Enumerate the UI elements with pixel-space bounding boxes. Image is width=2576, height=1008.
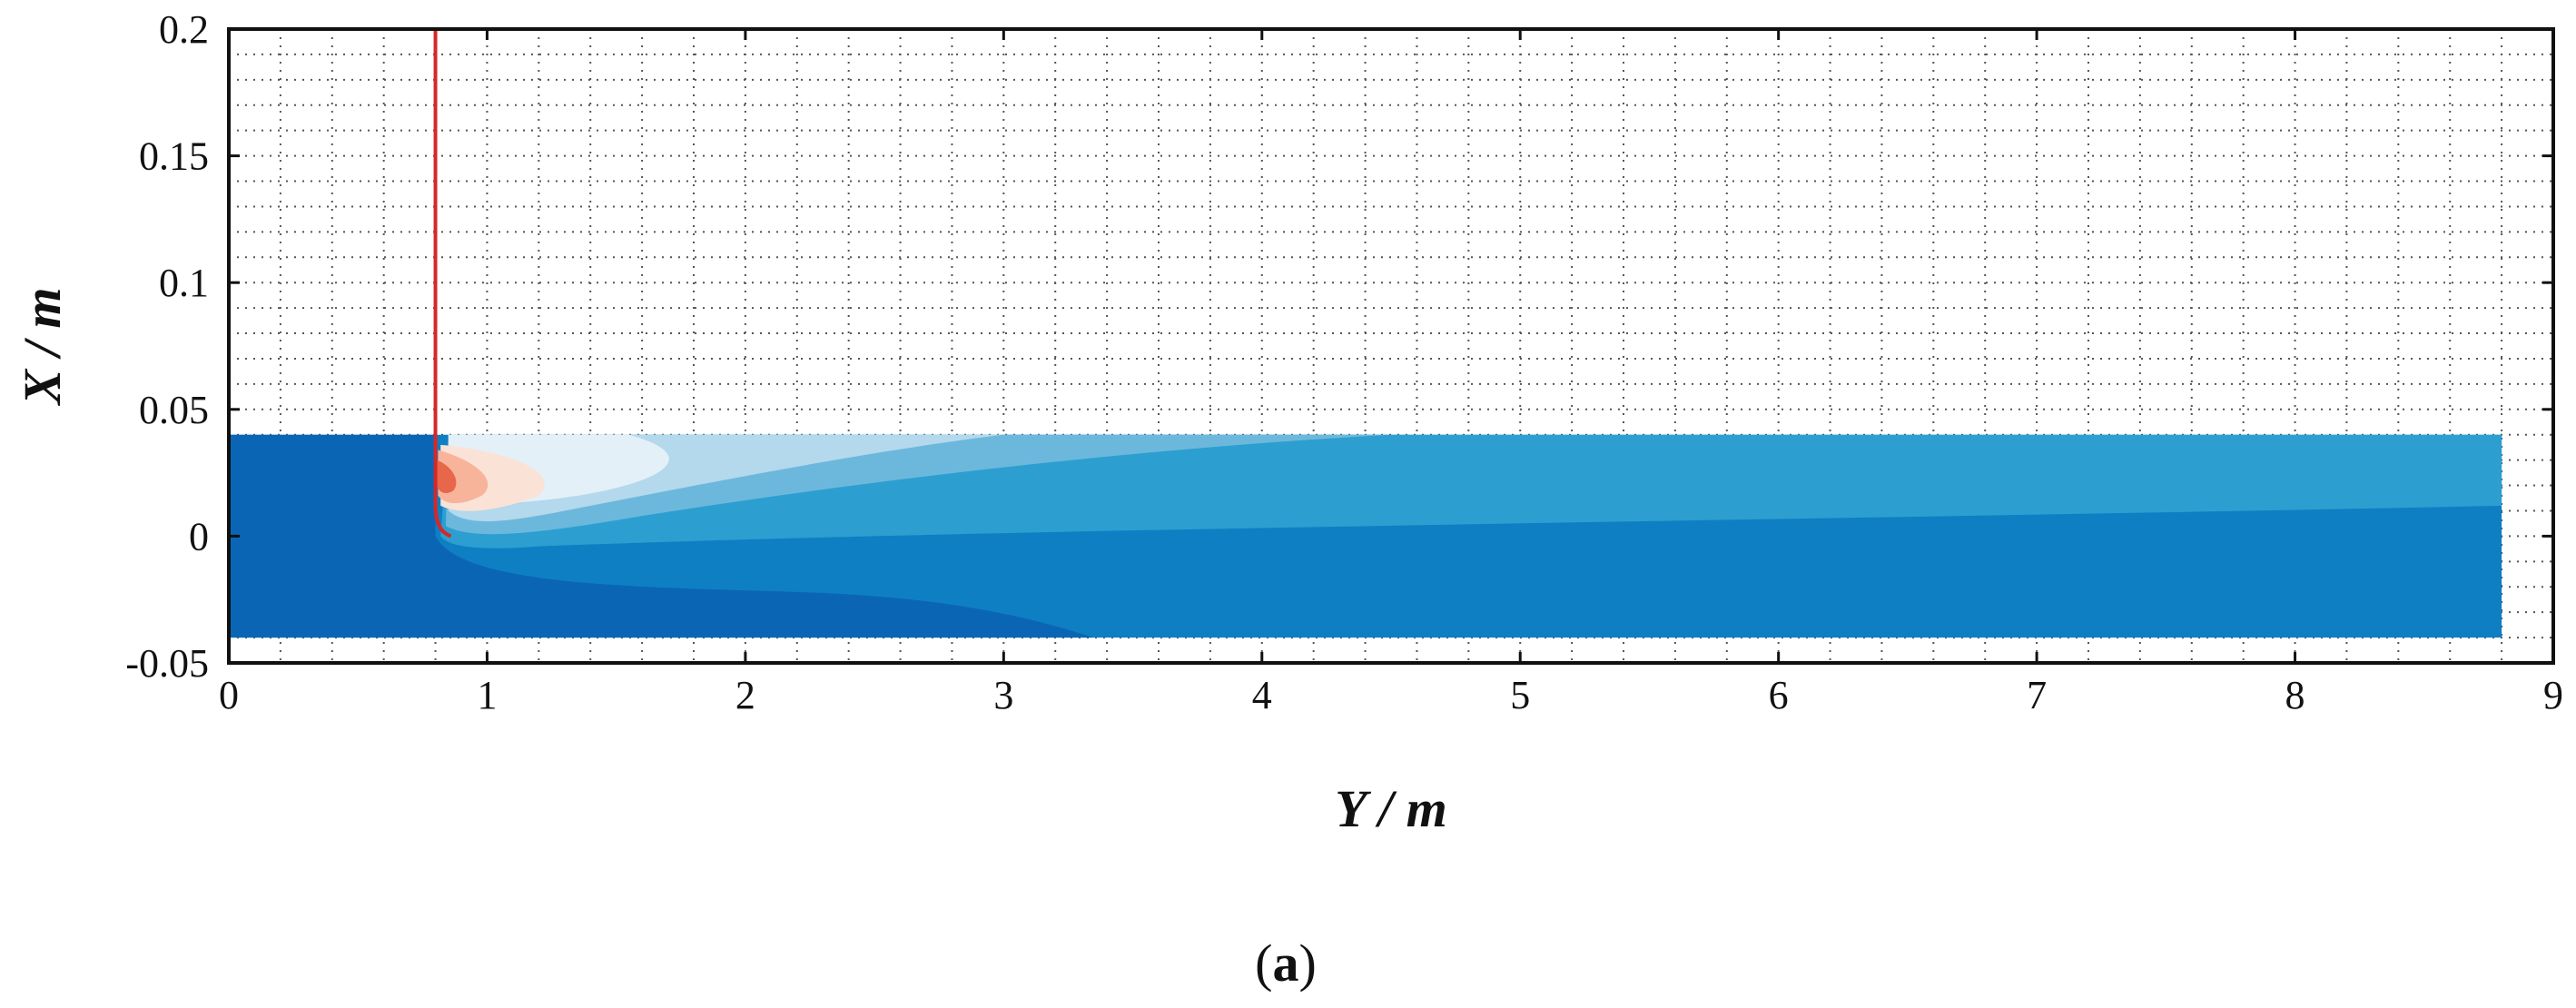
caption-open: ( <box>1255 934 1272 993</box>
y-tick-label: -0.05 <box>125 641 209 686</box>
y-tick-label: 0.15 <box>139 134 209 179</box>
x-tick-label: 7 <box>2027 673 2047 717</box>
y-tick-label: 0.2 <box>159 7 209 52</box>
x-tick-label: 8 <box>2285 673 2305 717</box>
x-tick-label: 3 <box>993 673 1013 717</box>
contour-hot <box>436 460 457 494</box>
contour-field <box>229 434 2502 638</box>
x-tick-label: 0 <box>219 673 239 717</box>
x-tick-label: 5 <box>1510 673 1530 717</box>
x-tick-label: 9 <box>2543 673 2563 717</box>
y-tick-label: 0 <box>189 514 209 558</box>
x-tick-label: 1 <box>477 673 497 717</box>
caption-close: ) <box>1299 934 1317 993</box>
x-tick-label: 4 <box>1252 673 1272 717</box>
figure-caption: (a) <box>1255 934 1317 993</box>
plot-frame <box>227 27 2555 665</box>
x-tick-label: 2 <box>735 673 755 717</box>
caption-letter: a <box>1273 934 1299 993</box>
y-tick-label: 0.1 <box>159 261 209 305</box>
x-axis-title: Y / m <box>1335 779 1447 838</box>
contour-deep <box>229 434 1094 638</box>
y-axis-title: X / m <box>13 288 72 407</box>
boundary-line <box>433 29 452 539</box>
y-tick-label: 0.05 <box>139 388 209 432</box>
boundary-line-layer <box>433 29 452 539</box>
x-tick-label: 6 <box>1769 673 1789 717</box>
